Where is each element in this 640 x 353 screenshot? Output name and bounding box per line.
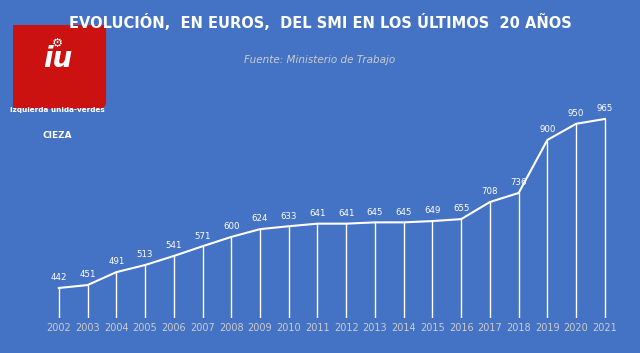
Text: 491: 491 [108,257,125,267]
Text: 451: 451 [79,270,96,279]
Text: 513: 513 [137,250,154,259]
Text: 736: 736 [510,178,527,187]
Text: 649: 649 [424,207,440,215]
Text: 641: 641 [338,209,355,218]
Text: 708: 708 [482,187,498,196]
Text: 641: 641 [309,209,326,218]
Text: 950: 950 [568,109,584,118]
Text: ⚙: ⚙ [52,37,63,50]
Text: 965: 965 [596,104,613,113]
Text: 655: 655 [453,204,469,214]
Text: 600: 600 [223,222,239,231]
FancyBboxPatch shape [10,22,106,109]
Text: 633: 633 [280,211,297,221]
Text: CIEZA: CIEZA [43,131,72,140]
Text: 571: 571 [195,232,211,240]
Text: 645: 645 [396,208,412,217]
Text: iu: iu [43,45,72,73]
Text: 900: 900 [539,125,556,134]
Text: 624: 624 [252,214,268,223]
Text: 645: 645 [367,208,383,217]
Text: EVOLUCIÓN,  EN EUROS,  DEL SMI EN LOS ÚLTIMOS  20 AÑOS: EVOLUCIÓN, EN EUROS, DEL SMI EN LOS ÚLTI… [68,14,572,31]
Text: Fuente: Ministerio de Trabajo: Fuente: Ministerio de Trabajo [244,55,396,65]
Text: 541: 541 [166,241,182,250]
Text: 442: 442 [51,273,67,282]
Text: izquierda unida-verdes: izquierda unida-verdes [10,107,105,113]
